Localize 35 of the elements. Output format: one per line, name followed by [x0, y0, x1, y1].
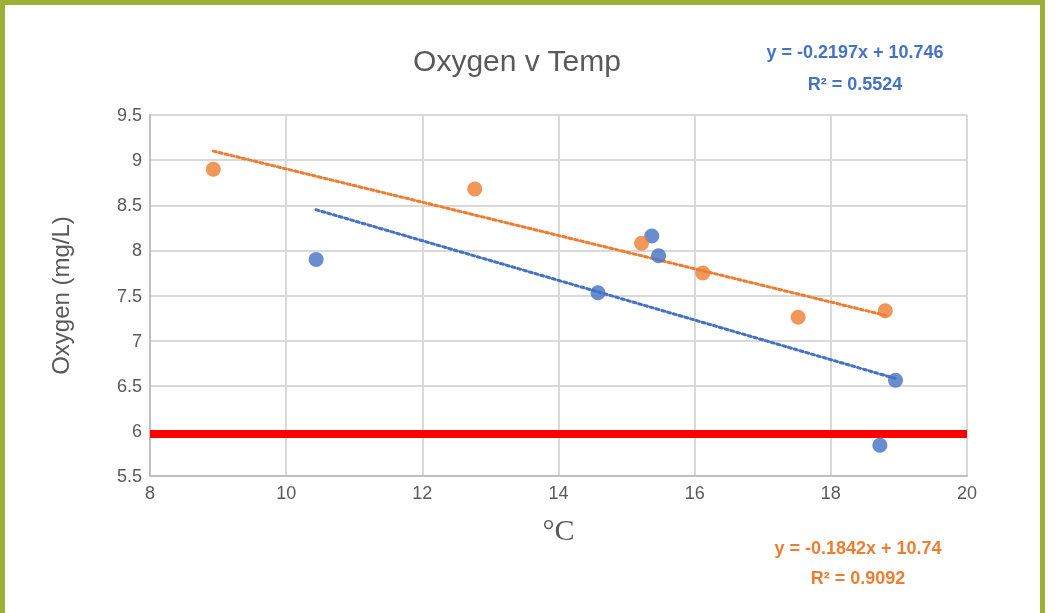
point — [888, 372, 904, 388]
point — [590, 285, 606, 301]
y-tick-label: 5.5 — [116, 466, 142, 486]
y-tick-label: 6 — [131, 420, 142, 441]
point — [467, 181, 483, 197]
text: y = -0.2197x + 10.746 — [765, 42, 945, 63]
point — [205, 161, 221, 177]
x-axis-title: °C — [542, 512, 575, 546]
x-tick-label: 18 — [820, 483, 841, 503]
text: y = -0.1842x + 10.74 — [773, 538, 943, 559]
x-tick-label: 8 — [144, 483, 156, 503]
y-tick-label: 9 — [131, 150, 142, 171]
y-tick-label: 7.5 — [116, 285, 142, 306]
y-tick-label: 8.5 — [116, 195, 142, 216]
x-tick-label: 12 — [412, 483, 433, 503]
y-tick-label: 7 — [131, 330, 142, 351]
y-tick-label: 9.5 — [116, 105, 142, 125]
x-tick-label: 10 — [276, 483, 297, 503]
text: R² = 0.5524 — [806, 74, 904, 95]
point — [790, 309, 806, 325]
point — [644, 228, 660, 244]
point — [308, 251, 324, 267]
x-tick-label: 16 — [684, 483, 705, 503]
point — [877, 303, 893, 319]
text: R² = 0.9092 — [809, 568, 907, 589]
y-tick-label: 6.5 — [116, 375, 142, 396]
y-tick-label: 8 — [131, 240, 142, 261]
y-axis-title: Oxygen (mg/L) — [46, 216, 74, 375]
x-tick-label: 14 — [548, 483, 569, 503]
point — [651, 248, 667, 264]
chart-title: Oxygen v Temp — [413, 43, 621, 77]
point — [634, 235, 650, 251]
point — [872, 437, 888, 453]
point — [695, 265, 711, 281]
x-tick-label: 20 — [956, 483, 978, 503]
